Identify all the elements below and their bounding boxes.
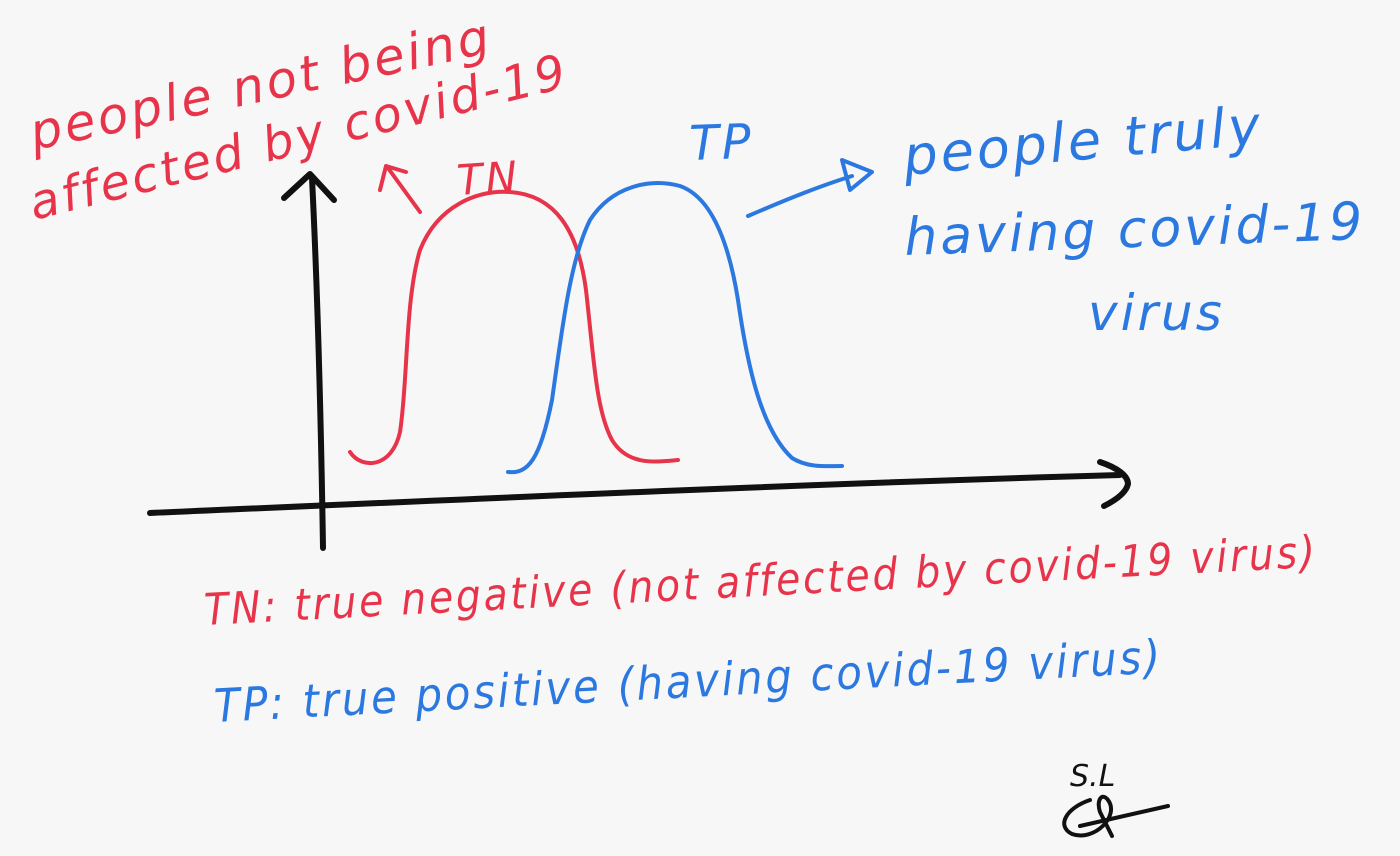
axes [147,171,1131,551]
tn-curve [348,189,680,466]
legend-tp: TP: true positive (having covid-19 virus… [213,629,1165,733]
tp-curve-label: TP [688,114,754,172]
tp-note-arrow [746,158,874,218]
tp-note-line-1: people truly [900,94,1266,188]
tn-note-arrow [378,164,422,214]
legend-tn: TN: true negative (not affected by covid… [203,527,1319,636]
y-axis [309,175,326,551]
x-axis-arrowhead [1097,459,1131,509]
tp-note-line-3: virus [1088,284,1225,342]
x-axis [147,472,1123,516]
signature-initials: S.L [1070,759,1115,794]
signature: S.L [1062,759,1170,838]
tp-note-line-2: having covid-19 [903,192,1366,268]
tp-curve [506,181,844,475]
y-axis-arrowhead [281,171,337,203]
signature-mark [1062,794,1170,838]
tn-curve-label: TN [455,152,521,205]
